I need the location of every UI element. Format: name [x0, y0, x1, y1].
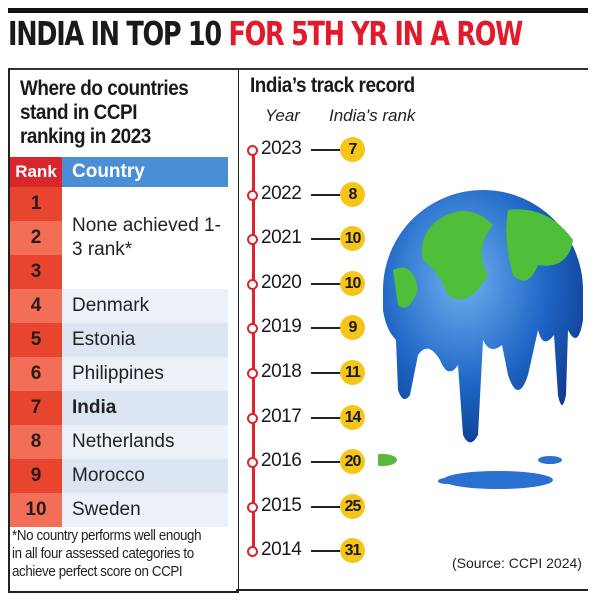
- timeline-dot: [247, 234, 258, 246]
- timeline-dot: [247, 546, 258, 558]
- melting-globe-illustration: [378, 190, 583, 489]
- divider: [8, 68, 588, 70]
- ranking-title-line: ranking in 2023: [20, 125, 151, 148]
- table-row: 5 Estonia: [10, 323, 228, 357]
- country-cell: Sweden: [62, 493, 228, 527]
- footnote-line: in all four assessed categories to: [12, 546, 194, 562]
- rank-badge: 7: [340, 137, 365, 162]
- rank-cell: 6: [10, 357, 62, 391]
- connector-line: [311, 505, 341, 508]
- country-cell: Philippines: [62, 357, 228, 391]
- connector-line: [311, 193, 341, 196]
- headline-part2: FOR 5TH YR IN A ROW: [228, 14, 523, 53]
- timeline-dot: [247, 323, 258, 335]
- connector-line: [311, 550, 341, 553]
- table-row-india: 7 India: [10, 391, 228, 425]
- table-row: 3: [10, 255, 228, 289]
- rank-cell: 10: [10, 493, 62, 527]
- rank-badge: 10: [340, 226, 365, 252]
- rank-header: India's rank: [329, 106, 416, 125]
- ranking-title: Where do countries stand in CCPI ranking…: [20, 77, 214, 149]
- track-record-title: India’s track record: [250, 74, 415, 97]
- rank-badge: 31: [340, 538, 365, 564]
- rank-cell: 9: [10, 459, 62, 493]
- year-label: 2017: [261, 405, 302, 427]
- col-country: Country: [62, 157, 228, 187]
- rank-cell: 3: [10, 255, 62, 289]
- rank-cell: 1: [10, 187, 62, 221]
- timeline-dot: [247, 145, 258, 156]
- timeline-line: [252, 148, 255, 548]
- timeline-dot: [247, 457, 258, 469]
- year-label: 2019: [261, 316, 302, 338]
- table-row: 6 Philippines: [10, 357, 228, 391]
- rank-badge: 8: [340, 181, 365, 207]
- year-header: Year: [265, 106, 300, 125]
- country-cell: Estonia: [62, 323, 228, 357]
- footnote-line: *No country performs well enough: [12, 528, 202, 544]
- table-row: 10 Sweden: [10, 493, 228, 527]
- footnote-line: achieve perfect score on CCPI: [12, 564, 183, 580]
- year-label: 2015: [261, 494, 302, 516]
- connector-line: [311, 327, 341, 330]
- connector-line: [311, 461, 341, 464]
- none-achieved-note: None achieved 1-3 rank*: [62, 187, 228, 289]
- table-row: 9 Morocco: [10, 459, 228, 493]
- country-cell: Netherlands: [62, 425, 228, 459]
- bottom-rule: [236, 589, 588, 591]
- ranking-table: Rank Country 1 None achieved 1-3 rank* 2 3…: [10, 157, 228, 527]
- year-label: 2016: [261, 450, 302, 472]
- rank-badge: 25: [340, 493, 365, 519]
- headline: INDIA IN TOP 10 FOR 5TH YR IN A ROW: [8, 14, 523, 53]
- year-label: 2014: [261, 539, 302, 561]
- top-rule: [8, 8, 588, 13]
- timeline-dot: [247, 189, 258, 201]
- rank-badge: 14: [340, 404, 365, 430]
- timeline-dot: [247, 501, 258, 513]
- connector-line: [311, 238, 341, 241]
- timeline-dot: [247, 368, 258, 379]
- rank-badge: 10: [340, 270, 365, 296]
- headline-part1: INDIA IN TOP 10: [8, 14, 222, 53]
- table-row: 1 None achieved 1-3 rank*: [10, 187, 228, 289]
- connector-line: [311, 372, 341, 374]
- ranking-title-line: Where do countries: [20, 77, 189, 100]
- country-cell: Morocco: [62, 459, 228, 493]
- ranking-panel: Where do countries stand in CCPI ranking…: [8, 69, 239, 593]
- year-label: 2021: [261, 227, 302, 249]
- rank-cell: 4: [10, 289, 62, 323]
- year-label: 2023: [261, 138, 302, 159]
- footnote: *No country performs well enough in all …: [12, 527, 219, 581]
- table-header: Rank Country: [10, 157, 228, 187]
- connector-line: [311, 149, 341, 151]
- timeline-dot: [247, 278, 258, 290]
- year-label: 2020: [261, 271, 302, 293]
- rank-badge: 9: [340, 315, 365, 341]
- rank-cell: 5: [10, 323, 62, 357]
- country-cell: Denmark: [62, 289, 228, 323]
- rank-badge: 11: [340, 360, 365, 385]
- table-row: 4 Denmark: [10, 289, 228, 323]
- col-rank: Rank: [10, 157, 62, 187]
- rank-cell: 2: [10, 221, 62, 255]
- timeline-dot: [247, 412, 258, 424]
- connector-line: [311, 282, 341, 285]
- source-note: (Source: CCPI 2024): [452, 555, 582, 571]
- ranking-title-line: stand in CCPI: [20, 101, 138, 124]
- rank-cell: 7: [10, 391, 62, 425]
- year-label: 2018: [261, 361, 302, 382]
- rank-badge: 20: [340, 449, 365, 475]
- country-cell: India: [62, 391, 228, 425]
- connector-line: [311, 416, 341, 419]
- year-label: 2022: [261, 182, 302, 204]
- table-row: 2: [10, 221, 228, 255]
- table-row: 8 Netherlands: [10, 425, 228, 459]
- rank-cell: 8: [10, 425, 62, 459]
